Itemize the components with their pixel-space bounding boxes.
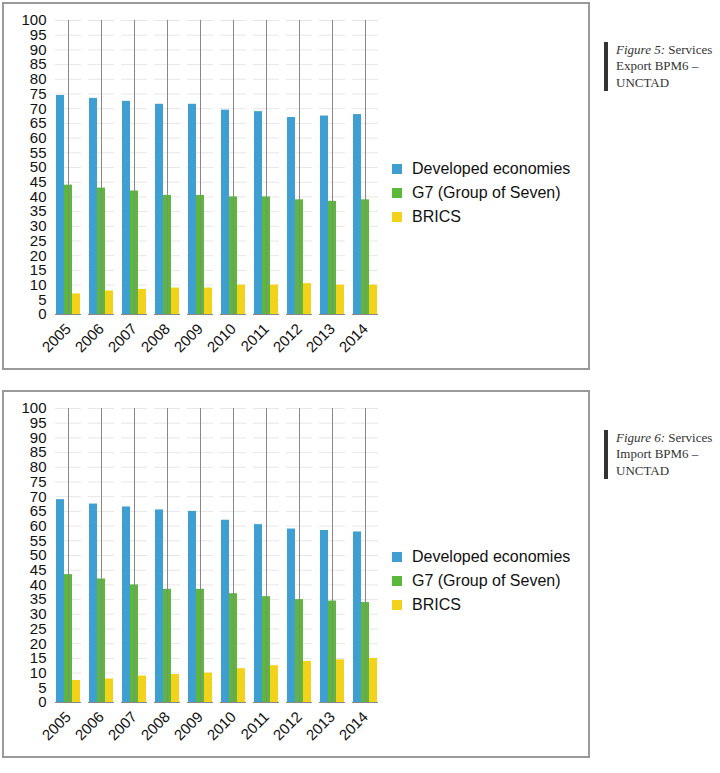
svg-text:75: 75	[30, 85, 47, 102]
svg-text:95: 95	[30, 26, 47, 43]
svg-text:85: 85	[30, 443, 47, 460]
svg-text:2012: 2012	[269, 320, 305, 356]
svg-text:55: 55	[30, 144, 47, 161]
svg-text:2009: 2009	[170, 320, 206, 356]
svg-text:30: 30	[30, 605, 47, 622]
svg-text:2005: 2005	[38, 320, 74, 356]
svg-text:90: 90	[30, 429, 47, 446]
svg-text:2005: 2005	[38, 708, 74, 744]
svg-text:2007: 2007	[104, 320, 140, 356]
svg-text:30: 30	[30, 217, 47, 234]
svg-text:0: 0	[38, 693, 46, 710]
svg-text:2010: 2010	[203, 708, 239, 744]
svg-text:95: 95	[30, 414, 47, 431]
html-text:BRICS: BRICS	[412, 596, 461, 613]
svg-text:5: 5	[38, 291, 46, 308]
html-text:Developed economies: Developed economies	[412, 160, 571, 177]
svg-text:45: 45	[30, 173, 47, 190]
svg-text:20: 20	[30, 247, 47, 264]
svg-text:25: 25	[30, 232, 47, 249]
svg-text:55: 55	[30, 532, 47, 549]
svg-text:2011: 2011	[237, 320, 272, 355]
svg-text:75: 75	[30, 473, 47, 490]
svg-text:50: 50	[30, 546, 47, 563]
svg-text:10: 10	[30, 664, 47, 681]
svg-text:2006: 2006	[71, 320, 107, 356]
svg-text:5: 5	[38, 679, 46, 696]
svg-text:50: 50	[30, 158, 47, 175]
html-text:Figure 5: Services Export BPM6: Figure 5: Services Export BPM6 – UNCTAD	[616, 42, 713, 90]
svg-text:2014: 2014	[335, 708, 371, 744]
svg-text:2012: 2012	[269, 708, 305, 744]
svg-text:15: 15	[30, 261, 47, 278]
html-text:BRICS: BRICS	[412, 208, 461, 225]
svg-text:25: 25	[30, 620, 47, 637]
svg-text:70: 70	[30, 488, 47, 505]
svg-text:65: 65	[30, 502, 47, 519]
svg-text:70: 70	[30, 100, 47, 117]
svg-text:2006: 2006	[71, 708, 107, 744]
svg-text:35: 35	[30, 202, 47, 219]
html-text:G7 (Group of Seven): G7 (Group of Seven)	[412, 572, 561, 589]
svg-text:2014: 2014	[335, 320, 371, 356]
svg-text:2008: 2008	[137, 320, 173, 356]
svg-text:60: 60	[30, 129, 47, 146]
svg-text:2007: 2007	[104, 708, 140, 744]
svg-text:0: 0	[38, 305, 46, 322]
svg-text:10: 10	[30, 276, 47, 293]
svg-text:100: 100	[21, 11, 46, 28]
svg-text:80: 80	[30, 458, 47, 475]
svg-text:65: 65	[30, 114, 47, 131]
html-text:Figure 6: Services Import BPM6: Figure 6: Services Import BPM6 – UNCTAD	[616, 430, 713, 478]
svg-text:85: 85	[30, 55, 47, 72]
svg-text:2011: 2011	[237, 708, 272, 743]
svg-text:90: 90	[30, 41, 47, 58]
html-text:Developed economies: Developed economies	[412, 548, 571, 565]
svg-text:100: 100	[21, 399, 46, 416]
svg-text:40: 40	[30, 576, 47, 593]
svg-text:20: 20	[30, 635, 47, 652]
svg-text:15: 15	[30, 649, 47, 666]
svg-text:40: 40	[30, 188, 47, 205]
svg-text:80: 80	[30, 70, 47, 87]
svg-text:45: 45	[30, 561, 47, 578]
html-text:G7 (Group of Seven): G7 (Group of Seven)	[412, 184, 561, 201]
svg-text:60: 60	[30, 517, 47, 534]
svg-text:2010: 2010	[203, 320, 239, 356]
svg-text:2009: 2009	[170, 708, 206, 744]
svg-text:35: 35	[30, 590, 47, 607]
svg-text:2008: 2008	[137, 708, 173, 744]
svg-text:2013: 2013	[302, 708, 338, 744]
svg-text:2013: 2013	[302, 320, 338, 356]
